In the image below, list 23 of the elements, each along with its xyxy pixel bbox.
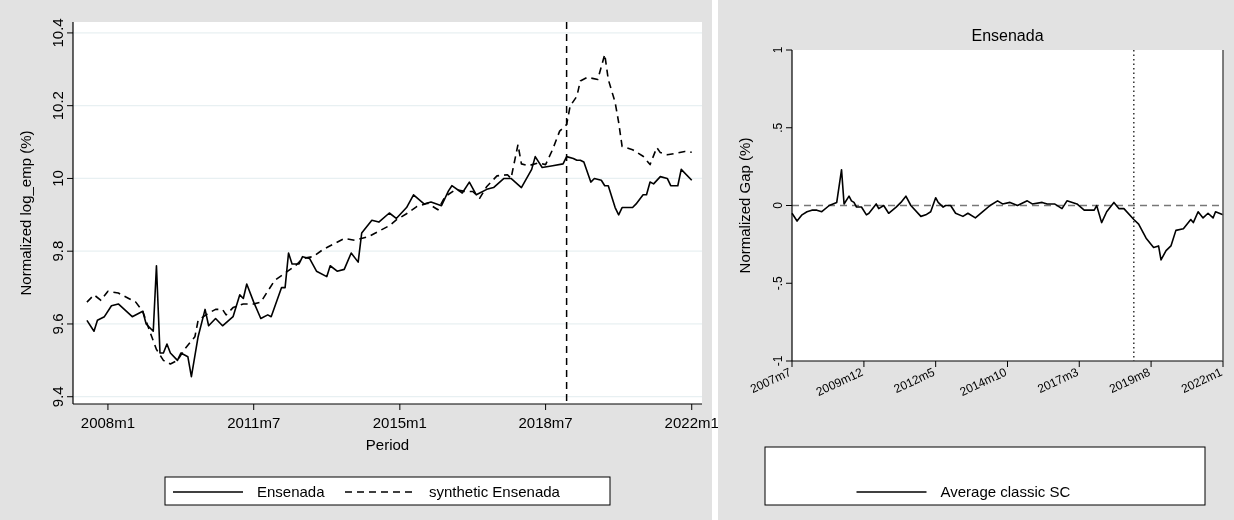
- y-axis-title: Normalized Gap (%): [736, 137, 753, 274]
- y-tick-label: -.5: [771, 275, 785, 291]
- y-tick-label: -1: [771, 355, 785, 367]
- x-tick-label: 2008m1: [80, 414, 136, 431]
- x-axis-title: Period: [365, 436, 410, 453]
- y-tick-label: 1: [771, 46, 785, 54]
- y-tick-label: 10.2: [49, 91, 66, 121]
- y-tick-label: 9.8: [49, 240, 66, 262]
- legend-label: synthetic Ensenada: [429, 483, 561, 500]
- x-tick-label: 2015m1: [372, 414, 427, 431]
- legend-label: Average classic SC: [940, 483, 1071, 500]
- x-tick-label: 2011m7: [227, 414, 281, 431]
- y-tick-label: 10: [49, 170, 66, 187]
- y-tick-label: 0: [771, 201, 785, 209]
- legend-label: Ensenada: [257, 483, 326, 500]
- y-tick-label: 10.4: [49, 18, 66, 48]
- y-axis-title: Normalized log_emp (%): [17, 130, 34, 296]
- x-tick-label: 2018m7: [518, 414, 573, 431]
- y-tick-label: .5: [771, 122, 785, 133]
- x-tick-label: 2022m1: [664, 414, 719, 431]
- y-tick-label: 9.4: [49, 386, 66, 408]
- chart-title: Ensenada: [971, 27, 1044, 44]
- y-tick-label: 9.6: [49, 313, 66, 335]
